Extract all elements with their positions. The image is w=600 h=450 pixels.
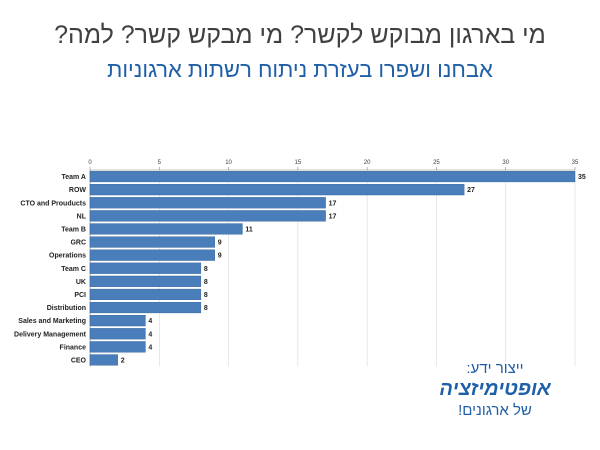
x-tick-label: 10: [225, 160, 232, 166]
category-label: PCI: [74, 292, 86, 299]
x-tick-label: 25: [433, 160, 440, 166]
promo-brand-name: אופטימיזציה: [439, 378, 551, 400]
data-label: 35: [578, 174, 586, 181]
x-tick-label: 20: [364, 160, 371, 166]
bar: [89, 275, 202, 287]
category-label: UK: [76, 279, 86, 286]
category-label: CTO and Prouducts: [20, 200, 86, 207]
bar: [89, 341, 146, 353]
bar: [89, 184, 465, 196]
bar: [89, 328, 146, 340]
data-label: 9: [218, 240, 222, 247]
data-label: 27: [467, 187, 475, 194]
category-label: Finance: [60, 344, 87, 351]
bar: [89, 170, 576, 183]
category-label: NL: [77, 213, 87, 220]
category-label: Team B: [61, 226, 86, 233]
category-label: ROW: [69, 187, 87, 194]
bar: [89, 223, 243, 235]
bar: [89, 210, 326, 222]
bar: [89, 236, 215, 248]
chart-title: מי בארגון מבוקש לקשר? מי מבקש קשר? למה?: [54, 21, 546, 49]
bar: [89, 197, 326, 209]
category-label: Sales and Marketing: [18, 318, 86, 325]
x-tick-label: 5: [158, 160, 162, 166]
x-tick-label: 30: [502, 160, 509, 166]
bar: [89, 354, 118, 366]
bar: [89, 288, 202, 301]
data-label: 17: [329, 213, 337, 220]
category-label: Delivery Management: [14, 331, 87, 338]
bar: [89, 262, 202, 274]
data-label: 8: [204, 266, 208, 273]
bar: [89, 301, 202, 314]
category-label: Team A: [61, 174, 86, 181]
bar: [89, 315, 146, 327]
data-label: 9: [218, 253, 222, 260]
category-label: Operations: [49, 253, 86, 260]
x-tick-label: 0: [88, 160, 92, 166]
x-tick-label: 15: [295, 160, 302, 166]
category-label: GRC: [70, 240, 86, 247]
promo-line-3: של ארגונים!: [458, 402, 532, 419]
data-label: 4: [148, 318, 152, 325]
category-label: CEO: [71, 357, 87, 364]
data-label: 11: [245, 226, 253, 233]
category-label: Team C: [61, 266, 86, 273]
x-tick-label: 35: [572, 160, 579, 166]
promo-line-1: ייצור ידע:: [466, 360, 524, 377]
data-label: 17: [329, 200, 337, 207]
bar: [89, 249, 215, 261]
data-label: 8: [204, 292, 208, 299]
data-label: 4: [148, 331, 152, 338]
chart-subtitle: אבחנו ושפרו בעזרת ניתוח רשתות ארגוניות: [107, 57, 493, 82]
data-label: 8: [204, 279, 208, 286]
data-label: 2: [121, 357, 125, 364]
data-label: 8: [204, 305, 208, 312]
category-label: Distribution: [47, 305, 86, 312]
data-label: 4: [148, 344, 152, 351]
